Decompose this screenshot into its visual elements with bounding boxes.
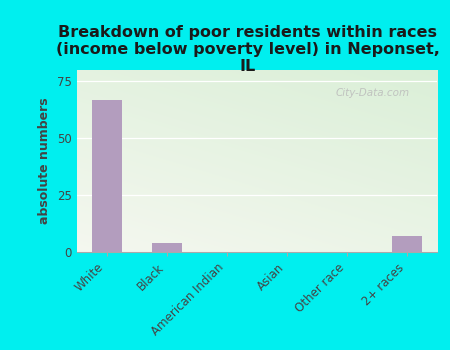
- Bar: [392, 236, 422, 252]
- Bar: [152, 243, 181, 252]
- Text: City-Data.com: City-Data.com: [336, 88, 410, 98]
- Bar: [91, 99, 122, 252]
- Y-axis label: absolute numbers: absolute numbers: [38, 98, 51, 224]
- Text: Breakdown of poor residents within races
(income below poverty level) in Neponse: Breakdown of poor residents within races…: [55, 25, 440, 74]
